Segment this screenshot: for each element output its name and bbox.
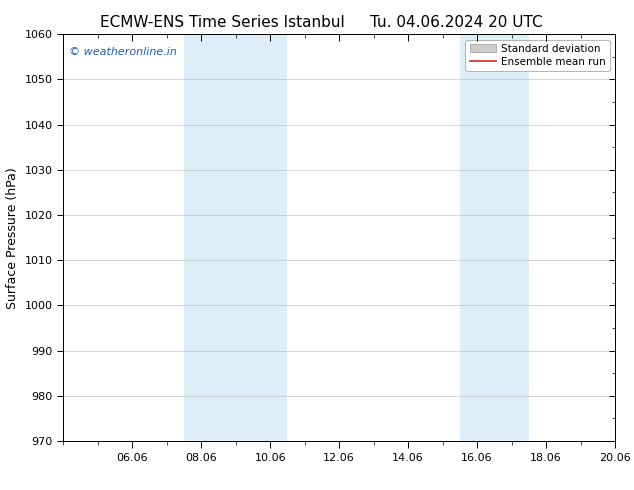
Text: © weatheronline.in: © weatheronline.in (69, 47, 177, 56)
Text: Tu. 04.06.2024 20 UTC: Tu. 04.06.2024 20 UTC (370, 15, 543, 30)
Text: ECMW-ENS Time Series Istanbul: ECMW-ENS Time Series Istanbul (100, 15, 344, 30)
Y-axis label: Surface Pressure (hPa): Surface Pressure (hPa) (6, 167, 19, 309)
Bar (184, 34, 287, 441)
Bar (460, 34, 529, 441)
Legend: Standard deviation, Ensemble mean run: Standard deviation, Ensemble mean run (465, 40, 610, 71)
